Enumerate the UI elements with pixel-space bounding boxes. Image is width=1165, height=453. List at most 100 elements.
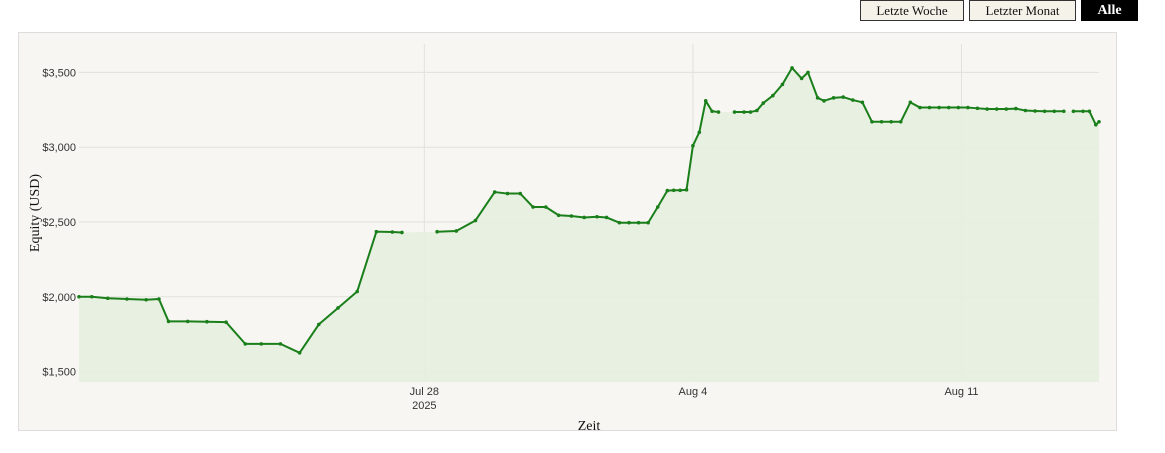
data-point — [655, 205, 660, 209]
data-point — [1081, 109, 1085, 114]
data-point — [317, 322, 321, 327]
data-point — [780, 82, 785, 87]
data-point — [531, 205, 535, 209]
data-point — [604, 215, 609, 220]
data-point — [790, 66, 794, 70]
data-point — [544, 205, 548, 209]
data-point — [1004, 107, 1009, 111]
last-month-button[interactable]: Letzter Monat — [969, 0, 1076, 21]
data-point — [278, 342, 283, 346]
data-point — [908, 100, 913, 105]
data-point — [556, 213, 561, 218]
data-point — [956, 105, 961, 110]
data-point — [975, 106, 980, 111]
all-button[interactable]: Alle — [1081, 0, 1138, 21]
y-tick-label: $3,500 — [42, 67, 76, 79]
data-point — [205, 319, 209, 324]
data-point — [77, 294, 81, 299]
data-point — [678, 188, 682, 193]
data-point — [1097, 119, 1101, 124]
data-point — [89, 294, 94, 299]
x-tick-sublabel: 2025 — [412, 400, 436, 412]
data-point — [918, 105, 922, 110]
data-point — [1023, 108, 1028, 113]
data-point — [518, 191, 523, 196]
data-point — [636, 220, 641, 225]
data-point — [185, 319, 190, 324]
y-axis-title: Equity (USD) — [28, 174, 43, 253]
data-point — [732, 110, 737, 114]
data-point — [595, 214, 599, 219]
data-point — [454, 229, 459, 233]
data-point — [435, 229, 439, 234]
data-point — [582, 215, 587, 220]
data-point — [1094, 122, 1098, 127]
range-selector: Letzte Woche Letzter Monat Alle — [0, 0, 1165, 24]
last-week-button[interactable]: Letzte Woche — [860, 0, 964, 21]
data-point — [742, 110, 746, 114]
data-point — [569, 214, 574, 218]
x-tick-label: Aug 4 — [679, 386, 708, 398]
data-point — [259, 342, 264, 346]
data-point — [1014, 106, 1018, 111]
data-point — [831, 96, 836, 100]
data-point — [691, 143, 695, 148]
data-point — [505, 191, 510, 196]
data-point — [822, 99, 826, 103]
data-point — [627, 220, 631, 225]
x-axis-title: Zeit — [578, 419, 601, 434]
data-point — [879, 119, 884, 124]
data-point — [144, 297, 148, 302]
data-point — [937, 105, 941, 110]
data-point — [374, 229, 379, 234]
data-point — [1071, 109, 1076, 114]
data-point — [1087, 109, 1092, 114]
data-point — [710, 109, 714, 114]
y-tick-label: $1,500 — [42, 367, 76, 379]
data-point — [617, 220, 622, 225]
data-point — [492, 190, 497, 194]
equity-line — [79, 230, 402, 354]
data-point — [1042, 109, 1047, 114]
data-point — [336, 306, 340, 310]
data-point — [1062, 109, 1066, 114]
data-point — [850, 98, 855, 102]
data-point — [870, 119, 874, 124]
data-point — [994, 107, 999, 111]
data-point — [166, 319, 171, 324]
data-point — [716, 110, 721, 114]
data-point — [224, 320, 228, 324]
data-point — [841, 95, 846, 99]
x-tick-label: Jul 28 — [410, 386, 439, 398]
data-point — [927, 105, 932, 110]
data-point — [646, 220, 650, 225]
y-tick-label: $3,000 — [42, 142, 76, 154]
data-point — [771, 93, 775, 98]
data-point — [898, 119, 903, 124]
data-point — [748, 110, 753, 114]
equity-area — [79, 67, 1099, 383]
data-point — [703, 99, 708, 103]
data-point — [157, 297, 161, 301]
data-point — [1052, 109, 1057, 114]
data-point — [355, 289, 359, 294]
data-point — [243, 342, 248, 346]
data-point — [755, 108, 759, 113]
data-point — [105, 296, 110, 301]
data-point — [1033, 109, 1037, 113]
data-point — [697, 130, 702, 135]
x-tick-label: Aug 11 — [944, 386, 978, 398]
data-point — [665, 188, 670, 193]
data-point — [946, 105, 951, 110]
data-point — [400, 230, 404, 235]
data-point — [761, 101, 766, 105]
data-point — [860, 100, 865, 105]
data-point — [390, 230, 395, 234]
data-point — [297, 351, 302, 355]
data-point — [684, 188, 689, 192]
data-point — [671, 188, 676, 193]
data-point — [889, 119, 893, 124]
data-point — [473, 218, 478, 223]
data-point — [806, 70, 810, 75]
